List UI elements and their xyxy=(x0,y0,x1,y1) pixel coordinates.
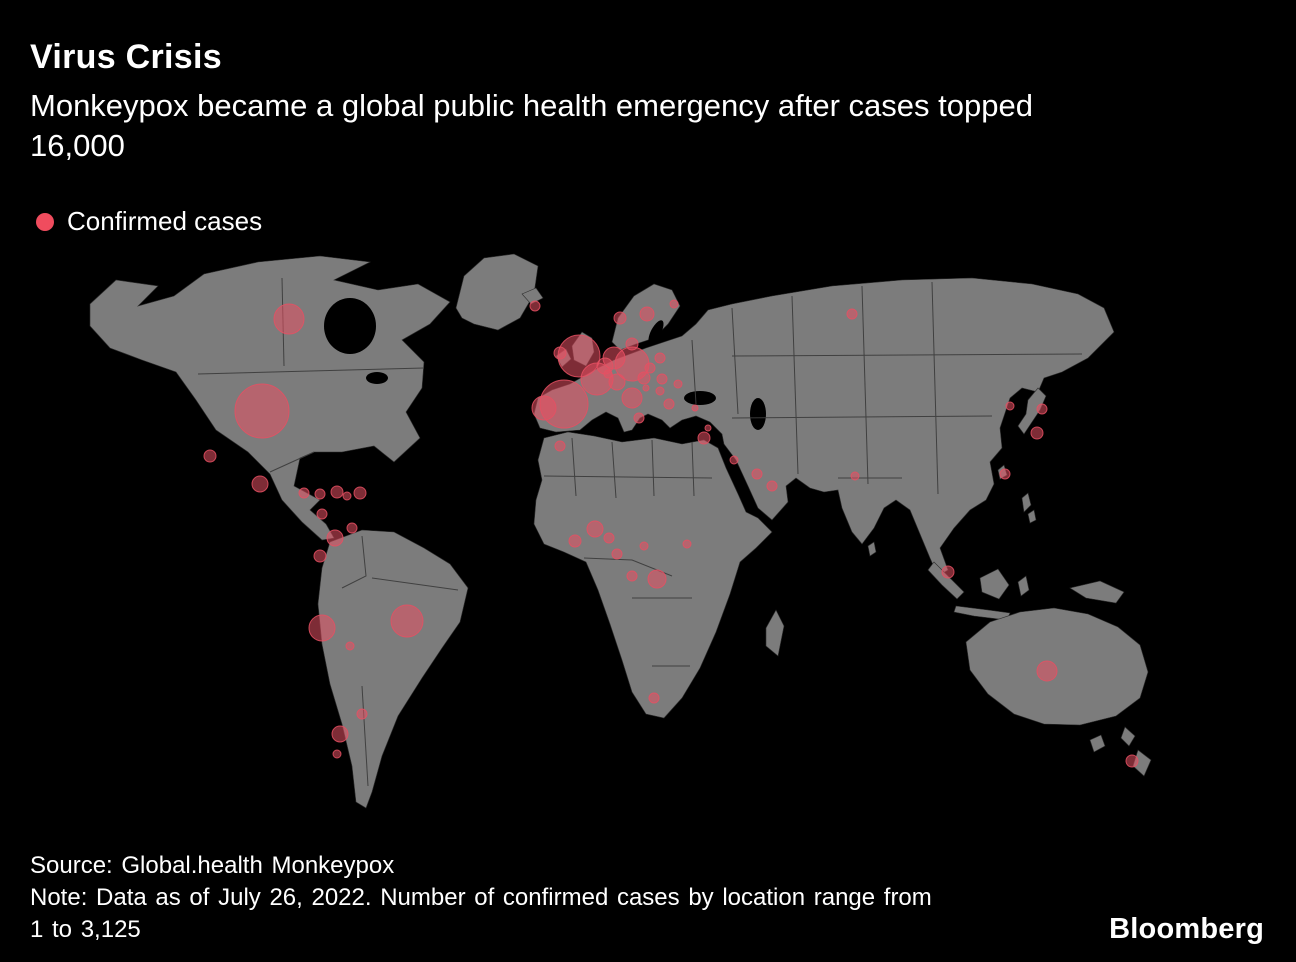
case-bubble xyxy=(203,449,217,463)
world-map xyxy=(32,246,1232,838)
case-bubble xyxy=(846,308,858,320)
legend-dot-icon xyxy=(36,212,54,231)
case-bubble xyxy=(539,379,589,429)
landmass-japan xyxy=(1017,387,1047,435)
note-line-1: Note: Data as of July 26, 2022. Number o… xyxy=(30,884,932,911)
case-bubble xyxy=(655,386,665,396)
case-bubble xyxy=(647,569,667,589)
chart-subtitle-line1: Monkeypox became a global public health … xyxy=(30,88,1033,123)
case-bubble xyxy=(568,534,582,548)
case-bubble xyxy=(332,749,342,759)
case-bubble xyxy=(654,352,666,364)
case-bubble xyxy=(326,529,344,547)
landmass-greenland xyxy=(455,253,539,331)
case-bubble xyxy=(682,539,692,549)
chart-title: Virus Crisis xyxy=(30,38,222,76)
case-bubble xyxy=(330,485,344,499)
case-bubble xyxy=(625,337,639,351)
landmass-sri-lanka xyxy=(867,541,877,557)
case-bubble xyxy=(621,387,643,409)
case-bubble xyxy=(1036,660,1058,682)
case-bubble xyxy=(663,398,675,410)
legend-label: Confirmed cases xyxy=(67,206,263,236)
case-bubble xyxy=(353,486,367,500)
landmass-tasmania xyxy=(1089,734,1106,753)
chart-subtitle-line2: 16,000 xyxy=(30,128,125,163)
case-bubble xyxy=(644,362,656,374)
landmass-philippines-2 xyxy=(1027,509,1037,524)
landmass-sulawesi xyxy=(1017,575,1030,597)
bloomberg-logo: Bloomberg xyxy=(1109,913,1264,945)
case-bubble xyxy=(316,508,328,520)
source-note: Source: Global.health Monkeypox Note: Da… xyxy=(30,850,932,946)
case-bubble xyxy=(586,520,604,538)
case-bubble xyxy=(639,541,649,551)
case-bubble xyxy=(648,692,660,704)
case-bubble xyxy=(697,431,711,445)
case-bubble xyxy=(656,373,668,385)
case-bubble xyxy=(390,604,424,638)
case-bubble xyxy=(342,491,352,501)
case-bubble xyxy=(313,549,327,563)
caspian-sea xyxy=(750,398,766,430)
case-bubble xyxy=(608,373,626,391)
case-bubble xyxy=(999,468,1011,480)
case-bubble xyxy=(691,404,699,412)
chart-subtitle: Monkeypox became a global public health … xyxy=(30,86,1270,166)
case-bubble xyxy=(345,641,355,651)
landmass-australia xyxy=(965,607,1149,726)
case-bubble xyxy=(637,371,651,385)
landmass-borneo xyxy=(979,568,1010,600)
case-bubble xyxy=(603,532,615,544)
world-map-svg xyxy=(89,253,1152,809)
landmass-new-zealand-north xyxy=(1120,726,1136,747)
landmass-eurasia xyxy=(533,277,1115,577)
case-bubble xyxy=(603,369,613,379)
landmass-iceland xyxy=(521,287,544,305)
case-bubble xyxy=(611,548,623,560)
case-bubble xyxy=(941,565,955,579)
case-bubble xyxy=(1036,403,1048,415)
source-line: Source: Global.health Monkeypox xyxy=(30,852,395,879)
case-bubble xyxy=(626,570,638,582)
case-bubble xyxy=(669,299,679,309)
landmass-south-america xyxy=(317,529,469,809)
case-bubble xyxy=(751,468,763,480)
case-bubble xyxy=(308,614,336,642)
case-bubble xyxy=(639,306,655,322)
case-bubble xyxy=(850,471,860,481)
legend: Confirmed cases xyxy=(36,206,262,237)
case-bubble xyxy=(314,488,326,500)
case-bubble xyxy=(1125,754,1139,768)
case-bubble xyxy=(356,708,368,720)
case-bubble xyxy=(1005,401,1015,411)
case-bubble xyxy=(554,440,566,452)
landmass-philippines xyxy=(1021,492,1032,513)
black-sea xyxy=(684,391,716,405)
case-bubble xyxy=(331,725,349,743)
continents-layer xyxy=(89,253,1152,809)
landmass-madagascar xyxy=(765,609,785,657)
landmass-new-guinea xyxy=(1069,580,1125,604)
baltic-sea xyxy=(648,320,664,344)
case-bubble xyxy=(633,412,645,424)
case-bubble xyxy=(673,379,683,389)
case-bubble xyxy=(704,424,712,432)
case-bubble xyxy=(766,480,778,492)
case-bubble xyxy=(613,311,627,325)
hudson-bay xyxy=(324,298,376,354)
case-bubble xyxy=(1030,426,1044,440)
case-bubble xyxy=(251,475,269,493)
note-line-2: 1 to 3,125 xyxy=(30,916,141,943)
case-bubble xyxy=(529,300,541,312)
case-bubble xyxy=(346,522,358,534)
case-bubbles-layer xyxy=(203,299,1139,768)
case-bubble xyxy=(273,303,305,335)
great-lakes xyxy=(366,372,388,384)
case-bubble xyxy=(642,384,650,392)
case-bubble xyxy=(234,383,290,439)
case-bubble xyxy=(298,487,310,499)
case-bubble xyxy=(729,455,739,465)
